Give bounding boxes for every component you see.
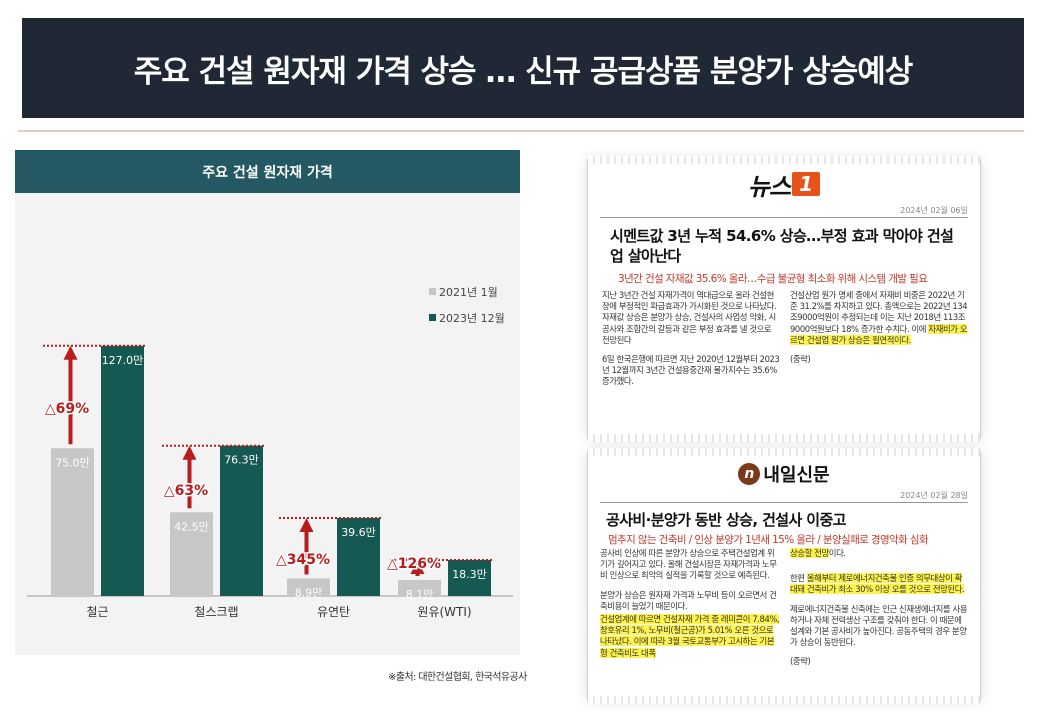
- chart-header: 주요 건설 원자재 가격: [15, 150, 520, 193]
- news1-badge-icon: 1: [792, 172, 821, 196]
- article-column-right: 상승할 전망이다. 한편 올해부터 제로에너지건축물 인증 의무대상이 확대돼 …: [790, 548, 968, 676]
- article-column-right: 건설산업 원가 명세 중에서 자재비 비중은 2022년 기준 31.2%를 차…: [790, 290, 970, 373]
- value-label-2021: 8.1만: [406, 588, 434, 601]
- chart-panel: 주요 건설 원자재 가격 75.0만 127.0만 △69% 철근 42.5만 76.3만…: [15, 150, 520, 655]
- article-subhead: 3년간 건설 자재값 35.6% 올라…수급 불균형 최소화 위해 시스템 개발…: [618, 273, 928, 285]
- legend-label: 2021년 1월: [439, 286, 498, 299]
- torn-edge: [588, 448, 980, 456]
- article-column-left: 공사비 인상에 따른 분양가 상승으로 주택건설업계 위기가 깊어지고 있다. …: [600, 548, 780, 667]
- article-date: 2024년 02월 06일: [900, 206, 968, 215]
- category-label: 원유(WTI): [417, 605, 471, 619]
- change-label: △63%: [164, 483, 208, 499]
- news-clipping-naeil: n 내일신문 2024년 02월 28일 공사비·분양가 동반 상승, 건설사 …: [588, 448, 980, 704]
- paragraph: 상승할 전망이다.: [790, 548, 968, 559]
- rule: [600, 502, 968, 503]
- bar-2021: [51, 448, 94, 596]
- article-headline: 시멘트값 3년 누적 54.6% 상승…부정 효과 막아야 건설업 살아난다: [610, 227, 954, 265]
- paragraph: 건설업계에 따르면 건설자재 가격 중 레미콘이 7.84%, 창호유리 1%,…: [600, 614, 780, 659]
- value-label-2021: 75.0만: [55, 456, 90, 469]
- paragraph: 6일 한국은행에 따르면 지난 2020년 12월부터 2023년 12월까지 …: [602, 354, 780, 387]
- bar-2023: [448, 559, 491, 596]
- bar-chart: 75.0만 127.0만 △69% 철근 42.5만 76.3만 △63% 철스크랩 8.9만 3…: [27, 286, 513, 619]
- bar-2021: [287, 578, 330, 596]
- paragraph: 지난 3년간 건설 자재가격이 역대급으로 올라 건설현장에 부정적인 파급효과…: [602, 290, 777, 345]
- article-date: 2024년 02월 28일: [900, 491, 968, 500]
- bar-2021: [398, 580, 441, 596]
- torn-edge: [588, 434, 980, 442]
- outlet-name: 내일신문: [763, 465, 830, 486]
- paragraph-text: 건설산업 원가 명세 중에서 자재비 비중은 2022년 기준 31.2%를 차…: [790, 290, 968, 334]
- paragraph: 공사비 인상에 따른 분양가 상승으로 주택건설업계 위기가 깊어지고 있다. …: [600, 548, 777, 581]
- article-column-left: 지난 3년간 건설 자재가격이 역대급으로 올라 건설현장에 부정적인 파급효과…: [602, 290, 780, 396]
- news-clipping-news1: 뉴스 1 2024년 02월 06일 시멘트값 3년 누적 54.6% 상승…부…: [588, 156, 980, 442]
- increase-arrow-head-icon: [182, 445, 197, 460]
- naeil-logo-icon: n: [738, 463, 761, 485]
- paragraph: (중략): [790, 656, 811, 667]
- torn-edge: [588, 696, 980, 704]
- article-headline: 공사비·분양가 동반 상승, 건설사 이중고: [606, 511, 846, 529]
- bar-2023: [337, 517, 380, 596]
- legend-label: 2023년 12월: [439, 312, 505, 325]
- paragraph: 건설산업 원가 명세 중에서 자재비 비중은 2022년 기준 31.2%를 차…: [790, 290, 970, 346]
- change-label: △69%: [45, 401, 89, 417]
- outlet-logo: n 내일신문: [588, 458, 980, 490]
- banner-title: 주요 건설 원자재 가격 상승 … 신규 공급상품 분양가 상승예상: [133, 53, 914, 90]
- value-label-2023: 18.3만: [452, 568, 487, 581]
- paragraph: (중략): [790, 354, 811, 365]
- value-label-2021: 8.9만: [295, 586, 323, 599]
- category-label: 유연탄: [317, 605, 350, 619]
- paragraph-text: 이다.: [828, 548, 846, 558]
- legend-swatch: [429, 314, 436, 321]
- torn-edge: [588, 156, 980, 164]
- value-label-2023: 127.0만: [102, 354, 144, 367]
- increase-arrow-head-icon: [63, 345, 78, 360]
- paragraph: 한편 올해부터 제로에너지건축물 인증 의무대상이 확대돼 건축비가 최소 30…: [790, 573, 968, 595]
- outlet-name: 뉴스: [747, 172, 791, 201]
- bar-2021: [170, 512, 213, 596]
- legend-swatch: [429, 288, 436, 295]
- paragraph-text: 한편: [790, 573, 807, 584]
- bar-2023: [220, 445, 263, 596]
- change-label: △345%: [276, 552, 330, 568]
- paragraph: 제로에너지건축물 신축에는 인근 신재생에너지를 사용하거나 자체 전력생산 구…: [790, 603, 968, 648]
- chart-source: ※출처: 대한건설협회, 한국석유공사: [388, 672, 527, 683]
- article-subhead: 멈추지 않는 건축비 / 인상 분양가 1년새 15% 올라 / 분양실패로 경…: [608, 534, 929, 546]
- title-banner: 주요 건설 원자재 가격 상승 … 신규 공급상품 분양가 상승예상: [22, 18, 1024, 118]
- change-label: △126%: [387, 556, 441, 572]
- bar-2023: [101, 345, 144, 596]
- value-label-2023: 76.3만: [224, 454, 259, 467]
- outlet-logo: 뉴스 1: [588, 168, 980, 201]
- category-label: 철스크랩: [194, 605, 238, 619]
- divider: [18, 130, 1024, 132]
- highlighted-text: 올해부터 제로에너지건축물 인증 의무대상이 확대돼 건축비가 최소 30% 이…: [790, 573, 965, 595]
- category-label: 철근: [86, 605, 108, 619]
- paragraph: 분양가 상승은 원자재 가격과 노무비 등이 오르면서 건축비용이 늘었기 때문…: [600, 589, 777, 611]
- value-label-2021: 42.5만: [174, 520, 209, 533]
- highlighted-text: 상승할 전망: [790, 548, 829, 558]
- rule: [600, 217, 968, 218]
- highlighted-text: 건설업계에 따르면 건설자재 가격 중 레미콘이 7.84%, 창호유리 1%,…: [600, 614, 780, 658]
- increase-arrow-head-icon: [299, 517, 314, 532]
- value-label-2023: 39.6만: [341, 526, 376, 539]
- chart-title: 주요 건설 원자재 가격: [202, 164, 333, 181]
- increase-arrow-head-icon: [410, 559, 425, 574]
